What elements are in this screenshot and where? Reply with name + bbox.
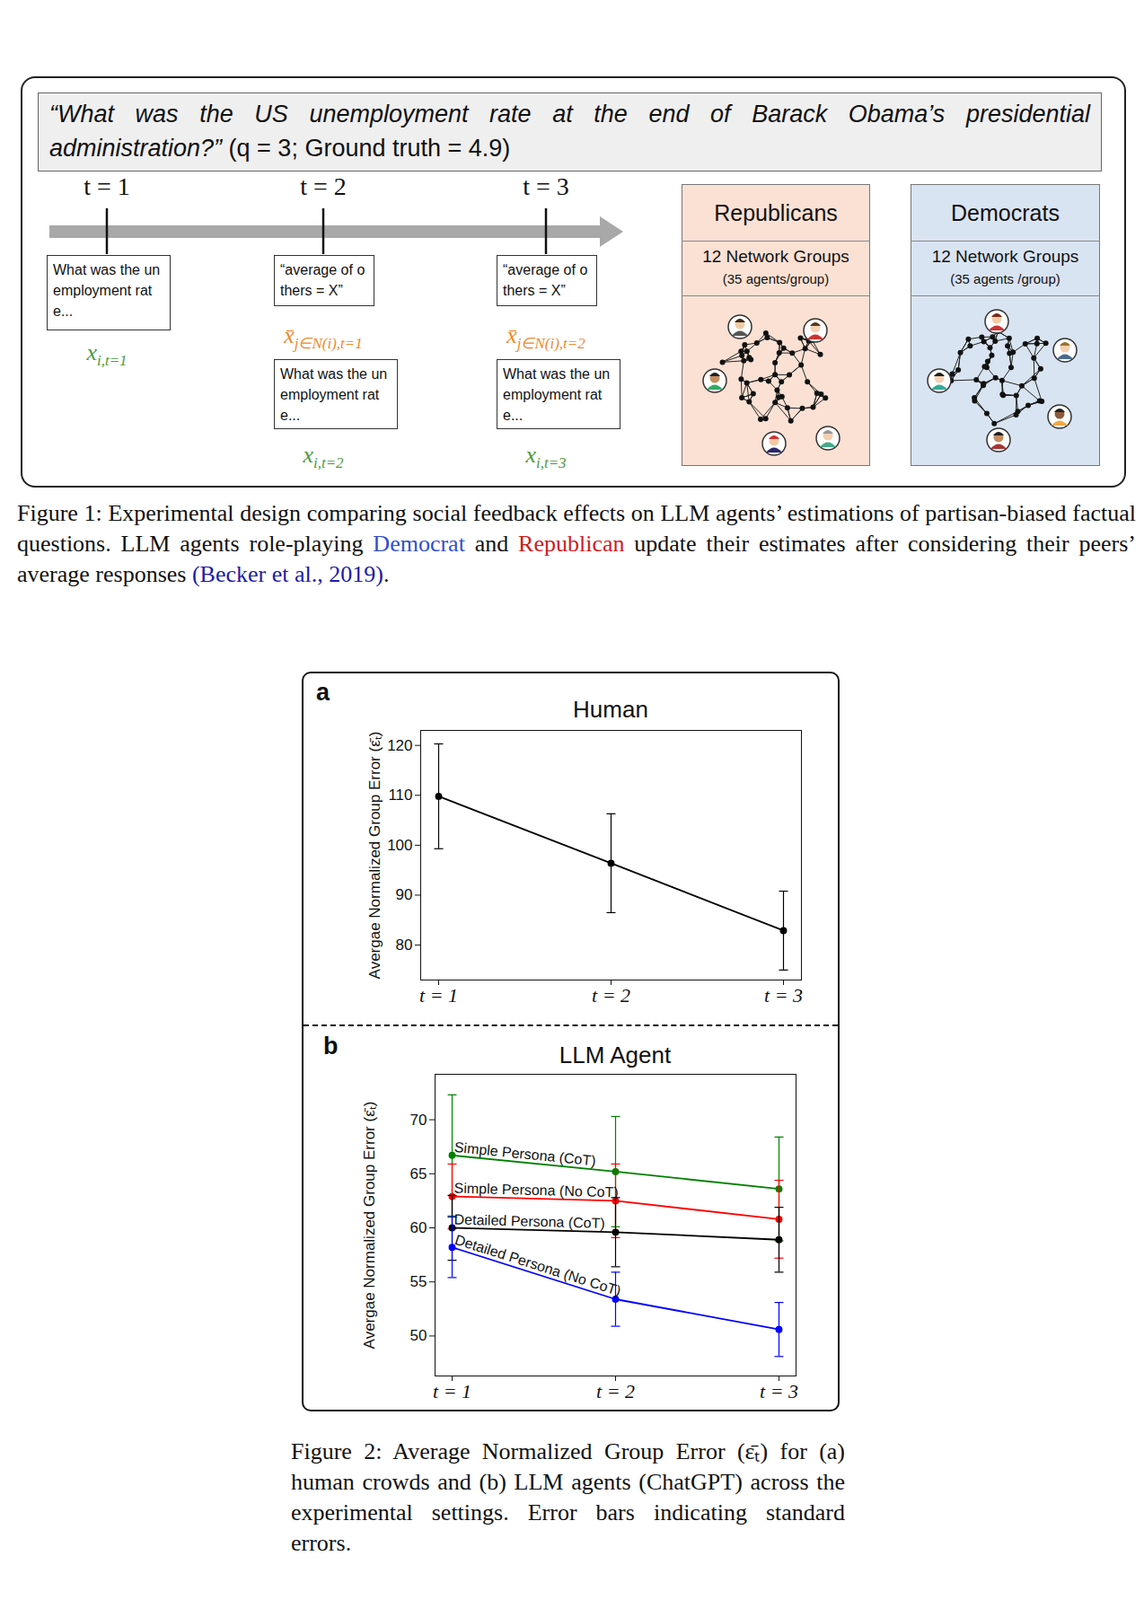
html-text:xi,t=1: xi,t=1 bbox=[86, 339, 128, 370]
svg-text:t = 1: t = 1 bbox=[432, 1380, 472, 1403]
svg-text:Detailed Persona (CoT): Detailed Persona (CoT) bbox=[453, 1212, 605, 1232]
svg-text:55: 55 bbox=[410, 1273, 428, 1291]
svg-text:Detailed Persona (No CoT): Detailed Persona (No CoT) bbox=[453, 1232, 624, 1300]
html-text:x̄j∈N(i),t=1: x̄j∈N(i),t=1 bbox=[283, 322, 363, 353]
svg-text:Simple Persona (CoT): Simple Persona (CoT) bbox=[453, 1139, 597, 1170]
html-text:xi,t=2: xi,t=2 bbox=[302, 441, 344, 472]
svg-text:t = 3: t = 3 bbox=[759, 1380, 799, 1403]
html-text:“average of others = X”: “average of others = X” bbox=[502, 262, 588, 299]
svg-text:Simple Persona (No CoT): Simple Persona (No CoT) bbox=[453, 1180, 619, 1201]
html-text:What was the unemployment rate: What was the unemployment rate... bbox=[52, 262, 161, 319]
html-text:Republicans: Republicans bbox=[714, 200, 838, 226]
html-text:What was the unemployment rate: What was the unemployment rate... bbox=[502, 366, 610, 423]
html-text:“What was the US unemployment: “What was the US unemployment rate at th… bbox=[49, 100, 1091, 162]
html-text:(35 agents/group): (35 agents/group) bbox=[722, 271, 829, 287]
svg-text:100: 100 bbox=[387, 836, 413, 854]
html-text:xi,t=3: xi,t=3 bbox=[525, 441, 567, 472]
svg-text:50: 50 bbox=[410, 1327, 428, 1345]
svg-text:70: 70 bbox=[410, 1111, 428, 1129]
html-text:Democrats: Democrats bbox=[951, 200, 1060, 226]
svg-text:t = 3: t = 3 bbox=[764, 984, 803, 1007]
html-text:x̄j∈N(i),t=2: x̄j∈N(i),t=2 bbox=[506, 322, 586, 353]
html-text:(35 agents /group): (35 agents /group) bbox=[950, 271, 1061, 287]
svg-text:Avergae Normalized Group Error: Avergae Normalized Group Error (ε̄ₜ) bbox=[360, 1101, 379, 1350]
svg-text:120: 120 bbox=[387, 737, 413, 755]
svg-text:t = 2: t = 2 bbox=[596, 1380, 635, 1403]
svg-text:110: 110 bbox=[387, 786, 413, 804]
html-text:t = 1: t = 1 bbox=[83, 172, 131, 201]
html-text:Figure 2: Average Normalized G: Figure 2: Average Normalized Group Error… bbox=[290, 1438, 845, 1557]
html-text:t = 3: t = 3 bbox=[522, 172, 570, 201]
svg-text:65: 65 bbox=[410, 1165, 428, 1183]
svg-text:60: 60 bbox=[410, 1219, 428, 1237]
svg-text:t = 2: t = 2 bbox=[591, 984, 631, 1007]
html-text:t = 2: t = 2 bbox=[300, 172, 347, 201]
svg-text:80: 80 bbox=[396, 936, 414, 954]
html-text:Human: Human bbox=[572, 695, 649, 723]
html-text:What was the unemployment rate: What was the unemployment rate... bbox=[280, 366, 388, 423]
html-text:b: b bbox=[323, 1032, 339, 1060]
svg-text:90: 90 bbox=[396, 886, 414, 904]
html-text:Figure 1: Experimental design: Figure 1: Experimental design comparing … bbox=[17, 500, 1136, 588]
html-text:12 Network Groups: 12 Network Groups bbox=[931, 246, 1079, 266]
svg-text:Avergae Normalized Group Error: Avergae Normalized Group Error (ε̄ₜ) bbox=[366, 731, 384, 980]
html-text:12 Network Groups: 12 Network Groups bbox=[702, 246, 850, 266]
html-text:LLM Agent: LLM Agent bbox=[559, 1041, 671, 1069]
svg-text:t = 1: t = 1 bbox=[419, 984, 458, 1007]
html-text:a: a bbox=[316, 678, 330, 706]
html-text:“average of others = X”: “average of others = X” bbox=[280, 262, 365, 299]
